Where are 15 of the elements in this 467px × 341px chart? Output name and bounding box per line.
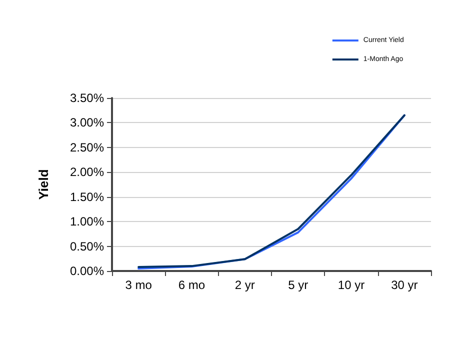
y-tick-label: 1.00% bbox=[70, 214, 104, 229]
y-axis-title: Yield bbox=[36, 169, 51, 200]
x-tick-label: 6 mo bbox=[178, 278, 206, 292]
x-tick-label: 3 mo bbox=[125, 278, 152, 292]
y-tick-label: 3.50% bbox=[70, 91, 104, 105]
x-tick-label: 10 yr bbox=[338, 278, 365, 292]
y-tick-label: 2.50% bbox=[70, 140, 104, 154]
y-tick-label: 0.00% bbox=[70, 264, 104, 278]
x-tick-label: 5 yr bbox=[288, 278, 308, 292]
y-tick-label: 0.50% bbox=[70, 239, 104, 254]
y-tick-label: 1.50% bbox=[70, 190, 104, 204]
x-tick-label: 30 yr bbox=[391, 278, 418, 292]
y-tick-label: 2.00% bbox=[70, 165, 104, 180]
x-tick-label: 2 yr bbox=[234, 278, 255, 292]
y-tick-label: 3.00% bbox=[70, 116, 104, 130]
